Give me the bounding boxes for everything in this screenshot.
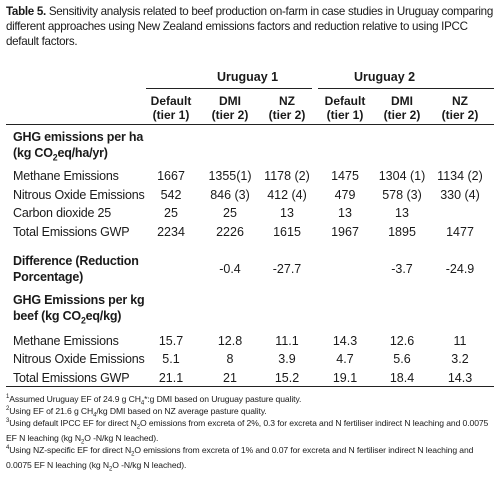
table-cell: 12.6 [389, 334, 415, 348]
column-header: Default (tier 1) [150, 94, 192, 122]
table-cell: 578 (3) [382, 188, 422, 202]
column-header: DMI (tier 2) [383, 94, 421, 122]
row-label: Carbon dioxide 25 [13, 206, 112, 220]
table-cell: 15.7 [158, 334, 184, 348]
table-cell: 11.1 [275, 334, 299, 348]
table-cell: 1178 (2) [264, 169, 310, 183]
row-label: Nitrous Oxide Emissions [13, 188, 145, 202]
column-header: NZ (tier 2) [268, 94, 306, 122]
table-cell: 412 (4) [267, 188, 307, 202]
footnote-1: 1Assumed Uruguay EF of 24.9 g CH4*:g DMI… [6, 393, 302, 407]
table-cell: 25 [223, 206, 237, 220]
table-cell: 5.6 [393, 352, 411, 366]
table-cell: 14.3 [332, 334, 358, 348]
footnote-2: 2Using EF of 21.6 g CH4/kg DMI based on … [6, 405, 267, 419]
group-underline-uruguay-1 [146, 88, 312, 89]
table-cell: -3.7 [391, 262, 413, 276]
table-cell: 8 [226, 352, 234, 366]
table-cell: 1667 [157, 169, 185, 183]
table-cell: 3.2 [451, 352, 469, 366]
column-header: NZ (tier 2) [441, 94, 479, 122]
table-caption: Table 5. Sensitivity analysis related to… [6, 4, 494, 49]
table-cell: 4.7 [336, 352, 354, 366]
row-label: Nitrous Oxide Emissions [13, 352, 145, 366]
table-cell: 2234 [157, 225, 185, 239]
table-cell: 479 [334, 188, 356, 202]
table-cell: 15.2 [274, 371, 300, 385]
table-cell: 5.1 [162, 352, 180, 366]
table-cell: 846 (3) [210, 188, 250, 202]
table-bottom-rule [6, 386, 494, 387]
table-cell: 13 [280, 206, 294, 220]
footnote-3: 3Using default IPCC EF for direct N2O em… [6, 417, 489, 446]
column-header: Default (tier 1) [324, 94, 366, 122]
table-cell: 1895 [388, 225, 416, 239]
table-cell: 1134 (2) [437, 169, 483, 183]
column-header: DMI (tier 2) [211, 94, 249, 122]
group-underline-uruguay-2 [318, 88, 494, 89]
table-cell: 11 [453, 334, 467, 348]
table-cell: 1475 [331, 169, 359, 183]
row-label: Total Emissions GWP [13, 371, 130, 385]
table-cell: -24.9 [445, 262, 475, 276]
table-cell: 1355(1) [208, 169, 252, 183]
table-cell: 542 [160, 188, 182, 202]
header-rule [6, 124, 494, 125]
table-cell: 25 [164, 206, 178, 220]
section-title-per-ha: GHG emissions per ha (kg CO2eq/ha/yr) [13, 130, 144, 163]
table-cell: 2226 [216, 225, 244, 239]
table-cell: 1304 (1) [378, 169, 426, 183]
row-label: Methane Emissions [13, 169, 119, 183]
footnote-4: 4Using NZ-specific EF for direct N2O emi… [6, 444, 474, 473]
table-cell: 1967 [331, 225, 359, 239]
table-cell: 14.3 [447, 371, 473, 385]
table-cell: 13 [338, 206, 352, 220]
group-header-uruguay-1: Uruguay 1 [217, 70, 279, 84]
section-title-per-kg: GHG Emissions per kg beef (kg CO2eq/kg) [13, 293, 145, 326]
table-cell: -0.4 [219, 262, 241, 276]
group-header-uruguay-2: Uruguay 2 [354, 70, 416, 84]
table-cell: 21.1 [158, 371, 184, 385]
table-cell: 1615 [273, 225, 301, 239]
section-title-difference: Difference (Reduction Porcentage) [13, 254, 139, 284]
caption-text: Sensitivity analysis related to beef pro… [6, 5, 493, 48]
table-cell: 13 [395, 206, 409, 220]
table-cell: 330 (4) [440, 188, 480, 202]
table-cell: 12.8 [217, 334, 243, 348]
table-cell: 19.1 [332, 371, 358, 385]
table-cell: 3.9 [278, 352, 296, 366]
table-cell: 18.4 [389, 371, 415, 385]
row-label: Methane Emissions [13, 334, 119, 348]
table-number: Table 5. [6, 5, 46, 18]
table-cell: -27.7 [272, 262, 302, 276]
table-cell: 1477 [446, 225, 474, 239]
table-cell: 21 [223, 371, 237, 385]
row-label: Total Emissions GWP [13, 225, 130, 239]
